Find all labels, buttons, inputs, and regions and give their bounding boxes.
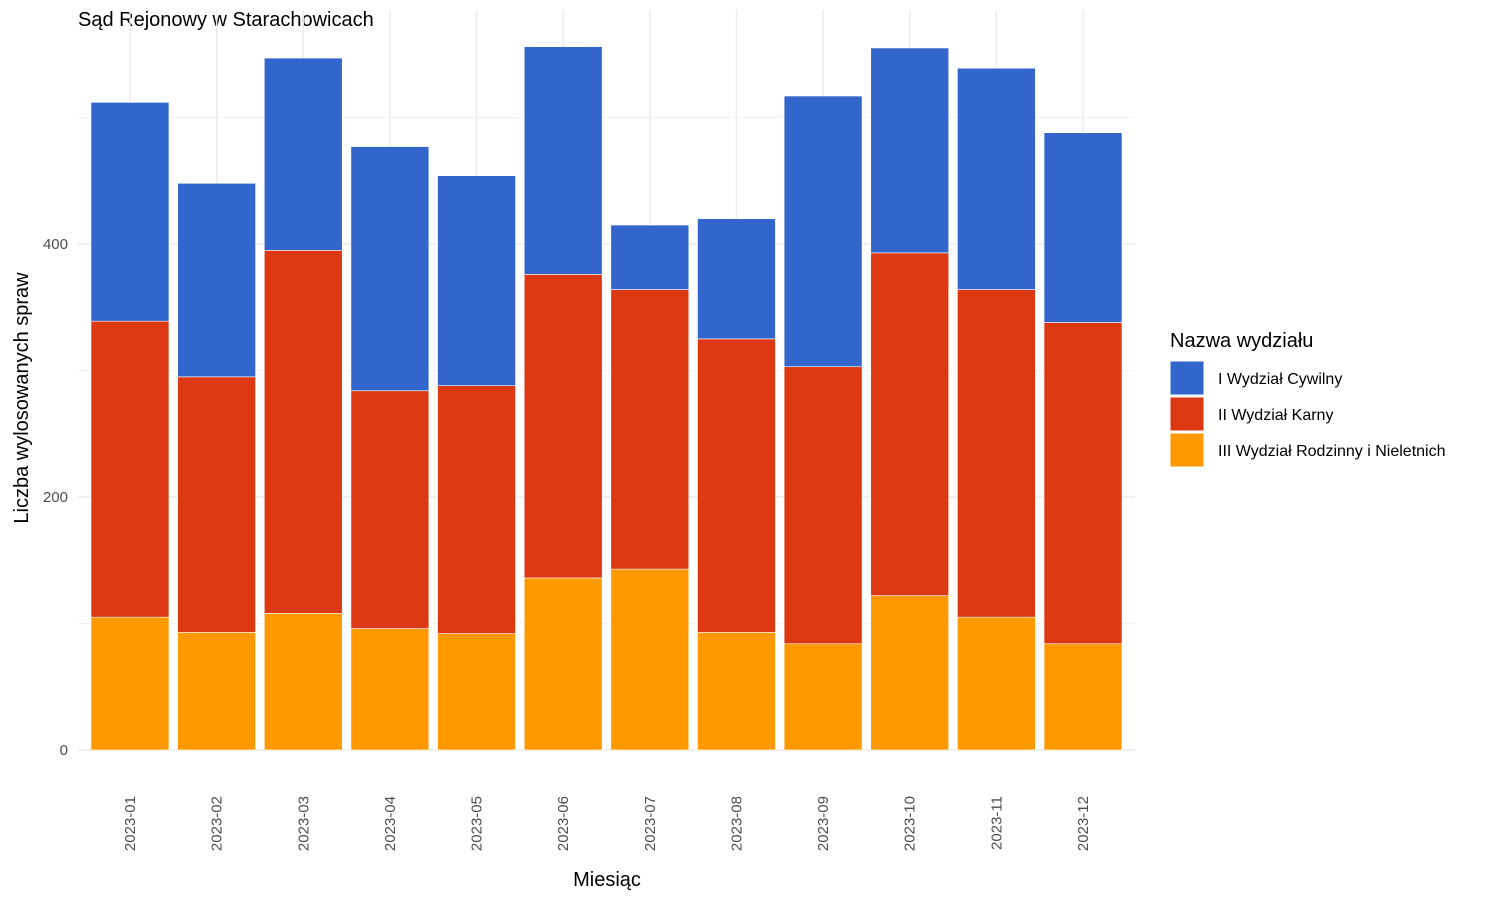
bar-segment-2023-05-s1: [437, 385, 516, 634]
bar-segment-2023-02-s1: [177, 376, 256, 633]
bar-segment-2023-03-s2: [263, 57, 343, 251]
bar-segment-2023-08-s2: [697, 218, 776, 340]
legend-key: [1169, 396, 1205, 432]
bar-segment-2023-11-s2: [957, 67, 1036, 290]
bar-segment-2023-06-s1: [523, 274, 603, 579]
x-tick-label: 2023-09: [815, 796, 832, 851]
bar-segment-2023-11-s0: [957, 616, 1036, 751]
bar-segment-2023-09-s1: [783, 366, 863, 645]
bar-segment-2023-06-s0: [523, 577, 603, 751]
bar-segment-2023-02-s2: [177, 182, 256, 378]
bars: [90, 46, 1123, 751]
bar-segment-2023-12-s0: [1043, 643, 1123, 751]
x-tick-label: 2023-03: [295, 796, 312, 851]
legend-key: [1169, 360, 1205, 396]
x-tick-label: 2023-07: [642, 796, 659, 851]
bar-segment-2023-11-s1: [957, 289, 1036, 618]
bar-segment-2023-01-s0: [90, 616, 170, 751]
legend-label: II Wydział Karny: [1218, 407, 1333, 424]
bar-segment-2023-02-s0: [177, 632, 256, 751]
bar-segment-2023-09-s0: [783, 643, 863, 751]
bar-segment-2023-09-s2: [783, 95, 863, 368]
bar-segment-2023-10-s1: [870, 252, 950, 596]
x-tick-label: 2023-04: [382, 796, 399, 851]
y-axis-ticks: 0 200 400: [43, 236, 68, 759]
bar-segment-2023-10-s2: [870, 47, 950, 254]
bar-segment-2023-12-s1: [1043, 322, 1123, 645]
bar-segment-2023-06-s2: [523, 46, 603, 275]
x-tick-label: 2023-11: [988, 796, 1005, 850]
x-tick-label: 2023-01: [122, 796, 139, 851]
y-tick-label: 400: [43, 236, 68, 253]
legend-key: [1169, 432, 1205, 468]
x-tick-label: 2023-08: [728, 796, 745, 851]
bar-segment-2023-05-s2: [437, 175, 516, 386]
x-tick-label: 2023-02: [209, 796, 226, 851]
bar-segment-2023-07-s1: [610, 289, 690, 570]
x-axis-title: Miesiąc: [573, 869, 641, 891]
chart-title: Sąd Rejonowy w Starachowicach: [78, 9, 374, 31]
y-axis-title: Liczba wylosowanych spraw: [11, 272, 33, 524]
bar-segment-2023-12-s2: [1043, 132, 1123, 323]
x-axis-ticks: 2023-01 2023-02 2023-03 2023-04 2023-05 2023-…: [122, 796, 1092, 851]
x-tick-label: 2023-10: [902, 796, 919, 851]
bar-segment-2023-08-s1: [697, 338, 776, 633]
x-tick-label: 2023-12: [1075, 796, 1092, 851]
x-tick-label: 2023-06: [555, 796, 572, 851]
bar-segment-2023-08-s0: [697, 632, 776, 751]
bar-segment-2023-04-s2: [350, 146, 430, 392]
legend-label: III Wydział Rodzinny i Nieletnich: [1218, 443, 1446, 460]
bar-segment-2023-03-s1: [263, 250, 343, 614]
bar-segment-2023-04-s1: [350, 390, 430, 629]
legend: Nazwa wydziału I Wydział Cywilny II Wydzi…: [1169, 330, 1446, 468]
bar-segment-2023-07-s2: [610, 224, 690, 290]
y-tick-label: 200: [43, 489, 68, 506]
legend-label: I Wydział Cywilny: [1218, 371, 1342, 388]
bar-segment-2023-07-s0: [610, 568, 690, 751]
bar-segment-2023-04-s0: [350, 628, 430, 751]
bar-segment-2023-01-s2: [90, 102, 170, 322]
bar-segment-2023-01-s1: [90, 320, 170, 618]
bar-segment-2023-10-s0: [870, 595, 950, 751]
y-tick-label: 0: [60, 742, 68, 759]
legend-title: Nazwa wydziału: [1170, 330, 1313, 352]
x-tick-label: 2023-05: [469, 796, 486, 851]
bar-segment-2023-05-s0: [437, 633, 516, 751]
bar-segment-2023-03-s0: [263, 613, 343, 751]
